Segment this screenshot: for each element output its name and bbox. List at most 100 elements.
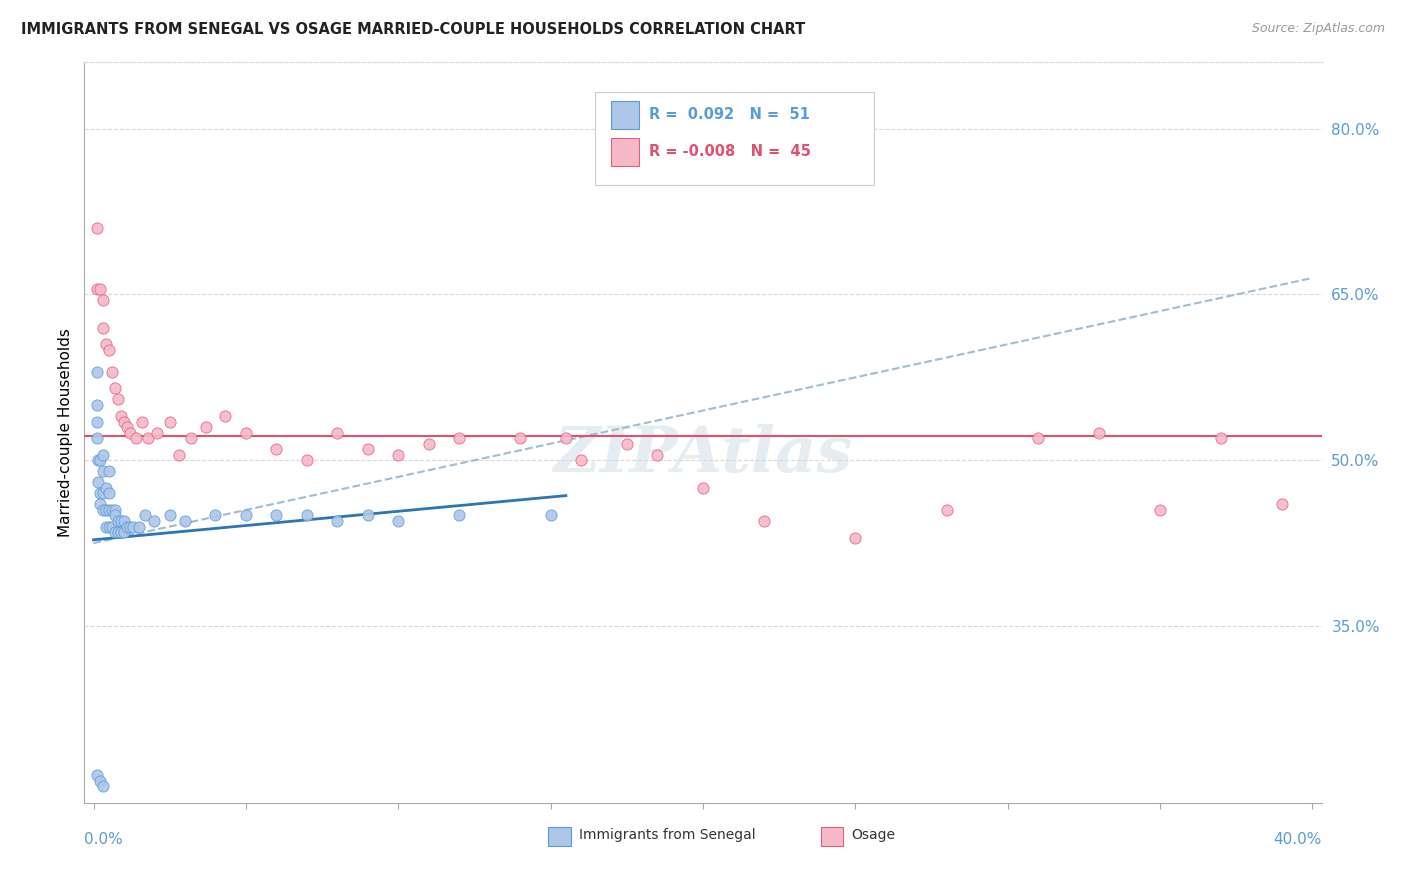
- Point: [844, 531, 866, 545]
- Point: [97, 464, 120, 478]
- Point: [101, 519, 124, 533]
- Point: [89, 498, 111, 512]
- Point: [91, 293, 114, 307]
- Point: [104, 381, 127, 395]
- FancyBboxPatch shape: [548, 827, 571, 846]
- Point: [101, 503, 124, 517]
- Point: [131, 415, 153, 429]
- Point: [449, 508, 471, 523]
- Point: [86, 282, 108, 296]
- Point: [387, 448, 409, 462]
- Point: [143, 514, 166, 528]
- Point: [91, 448, 114, 462]
- Point: [97, 503, 120, 517]
- Point: [159, 415, 181, 429]
- Point: [86, 768, 108, 782]
- Point: [110, 514, 132, 528]
- Point: [235, 508, 257, 523]
- Point: [128, 519, 150, 533]
- Point: [214, 409, 236, 423]
- Point: [569, 453, 592, 467]
- Text: Immigrants from Senegal: Immigrants from Senegal: [579, 829, 756, 842]
- Point: [266, 442, 288, 457]
- Point: [89, 486, 111, 500]
- Point: [86, 398, 108, 412]
- Point: [326, 425, 349, 440]
- Point: [91, 320, 114, 334]
- Point: [120, 425, 142, 440]
- Point: [97, 519, 120, 533]
- Text: 0.0%: 0.0%: [84, 832, 124, 847]
- Point: [1209, 431, 1232, 445]
- Point: [204, 508, 226, 523]
- Point: [174, 514, 197, 528]
- Point: [295, 453, 318, 467]
- Point: [326, 514, 349, 528]
- Point: [122, 519, 145, 533]
- Point: [935, 503, 957, 517]
- Point: [1026, 431, 1049, 445]
- Point: [87, 475, 110, 490]
- Point: [91, 503, 114, 517]
- Point: [89, 453, 111, 467]
- Point: [104, 503, 127, 517]
- Point: [89, 773, 111, 788]
- Point: [112, 524, 135, 539]
- Point: [86, 415, 108, 429]
- Point: [616, 436, 638, 450]
- Point: [91, 464, 114, 478]
- Point: [112, 415, 135, 429]
- Point: [125, 431, 148, 445]
- Text: Source: ZipAtlas.com: Source: ZipAtlas.com: [1251, 22, 1385, 36]
- Point: [89, 282, 111, 296]
- Point: [115, 420, 138, 434]
- Point: [266, 508, 288, 523]
- Point: [1271, 498, 1294, 512]
- Point: [554, 431, 576, 445]
- Point: [107, 514, 129, 528]
- Point: [540, 508, 562, 523]
- Point: [110, 409, 132, 423]
- Point: [86, 431, 108, 445]
- Point: [91, 486, 114, 500]
- Point: [295, 508, 318, 523]
- Text: 40.0%: 40.0%: [1274, 832, 1322, 847]
- Point: [692, 481, 714, 495]
- Point: [167, 448, 190, 462]
- Point: [86, 365, 108, 379]
- Point: [94, 337, 117, 351]
- Point: [752, 514, 775, 528]
- Point: [104, 508, 127, 523]
- Point: [87, 453, 110, 467]
- FancyBboxPatch shape: [821, 827, 842, 846]
- Point: [134, 508, 156, 523]
- Point: [86, 221, 108, 235]
- Point: [97, 486, 120, 500]
- Point: [235, 425, 257, 440]
- Point: [115, 519, 138, 533]
- Point: [112, 514, 135, 528]
- FancyBboxPatch shape: [612, 138, 638, 166]
- Point: [357, 442, 380, 457]
- Y-axis label: Married-couple Households: Married-couple Households: [58, 328, 73, 537]
- Point: [104, 524, 127, 539]
- Point: [138, 431, 160, 445]
- Point: [91, 779, 114, 793]
- Point: [94, 503, 117, 517]
- Text: R = -0.008   N =  45: R = -0.008 N = 45: [648, 144, 810, 159]
- Text: R =  0.092   N =  51: R = 0.092 N = 51: [648, 107, 810, 122]
- Point: [101, 365, 124, 379]
- Point: [357, 508, 380, 523]
- Point: [387, 514, 409, 528]
- Point: [1088, 425, 1111, 440]
- Point: [107, 524, 129, 539]
- Text: Osage: Osage: [852, 829, 896, 842]
- Point: [645, 448, 668, 462]
- Point: [107, 392, 129, 407]
- Point: [110, 524, 132, 539]
- Point: [97, 343, 120, 357]
- Point: [418, 436, 440, 450]
- Point: [449, 431, 471, 445]
- FancyBboxPatch shape: [595, 92, 873, 185]
- Point: [159, 508, 181, 523]
